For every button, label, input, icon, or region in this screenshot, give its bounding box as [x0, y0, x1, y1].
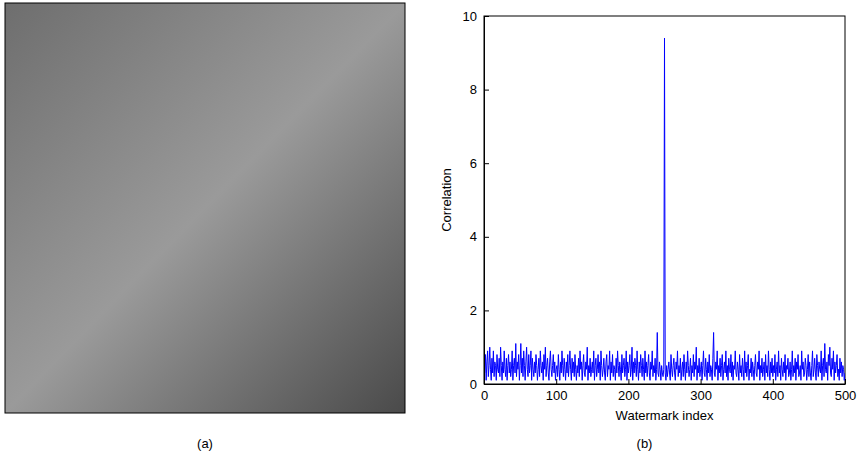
- y-tick-mark: [484, 310, 489, 311]
- x-tick: 500: [835, 379, 857, 403]
- panel-caption: (b): [637, 436, 653, 451]
- x-tick-mark: [628, 379, 629, 384]
- y-tick-mark: [484, 16, 489, 17]
- x-tick-mark: [773, 379, 774, 384]
- y-tick-label: 10: [463, 9, 477, 24]
- x-axis-title: Watermark index: [616, 408, 714, 423]
- y-tick: 8: [470, 82, 489, 97]
- x-tick-mark: [701, 379, 702, 384]
- data-line: [485, 38, 845, 380]
- x-tick-label: 200: [618, 388, 640, 403]
- x-axis: 0 100 200 300 400 500: [481, 379, 856, 403]
- y-tick: 0: [470, 377, 489, 392]
- plot-area: [485, 38, 845, 380]
- y-tick-label: 2: [470, 303, 477, 318]
- y-tick-mark: [484, 384, 489, 385]
- y-tick: 10: [463, 9, 489, 24]
- x-tick-label: 300: [690, 388, 712, 403]
- y-tick: 4: [470, 229, 489, 244]
- x-tick-label: 100: [546, 388, 568, 403]
- plot-frame: [484, 16, 845, 384]
- y-tick-label: 8: [470, 82, 477, 97]
- y-tick-mark: [484, 163, 489, 164]
- x-tick-label: 0: [481, 388, 488, 403]
- x-tick: 400: [762, 379, 784, 403]
- y-tick-label: 4: [470, 229, 477, 244]
- y-tick-label: 0: [470, 377, 477, 392]
- y-tick: 2: [470, 303, 489, 318]
- y-axis: 0 2 4 6 8 10: [463, 9, 489, 392]
- panel-caption: (a): [197, 436, 213, 451]
- y-tick-mark: [484, 237, 489, 238]
- y-tick-mark: [484, 90, 489, 91]
- x-tick: 300: [690, 379, 712, 403]
- x-tick: 200: [618, 379, 640, 403]
- x-tick-label: 400: [762, 388, 784, 403]
- image-area: [5, 3, 405, 413]
- x-tick: 100: [546, 379, 568, 403]
- figure: (a) 0 100 200 300 400 500 0 2 4 6 8 10 Watermark inde…: [0, 0, 861, 458]
- x-tick-label: 500: [835, 388, 857, 403]
- x-tick-mark: [845, 379, 846, 384]
- y-axis-line: [484, 17, 485, 385]
- x-axis-line: [485, 384, 846, 385]
- y-axis-title: Correlation: [439, 168, 454, 232]
- y-tick-label: 6: [470, 156, 477, 171]
- y-tick: 6: [470, 156, 489, 171]
- x-tick-mark: [556, 379, 557, 384]
